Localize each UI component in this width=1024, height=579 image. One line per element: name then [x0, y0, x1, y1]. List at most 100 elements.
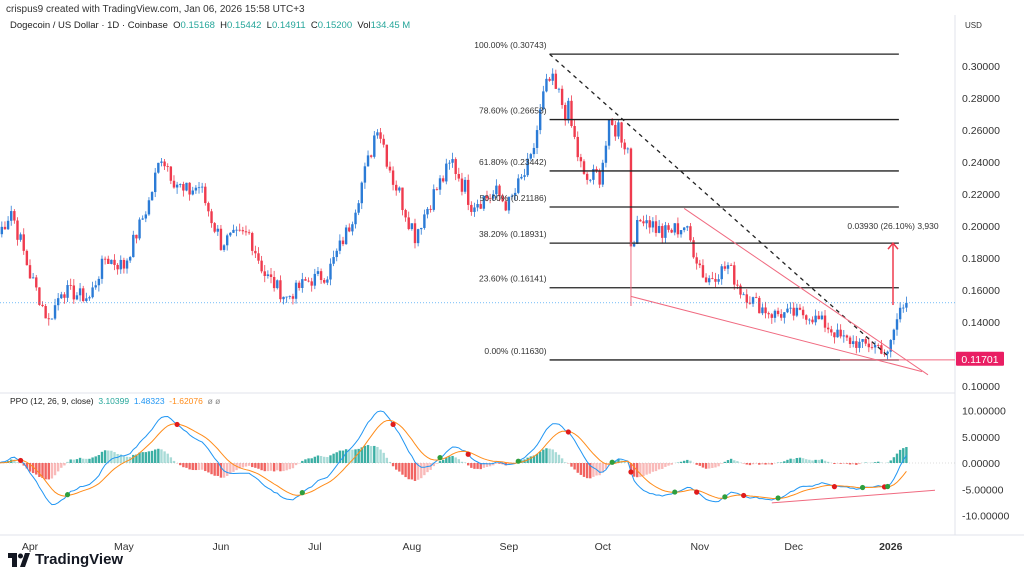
candle-body — [441, 178, 445, 182]
candle-body — [864, 339, 867, 344]
ppo-hist-bar — [154, 449, 157, 463]
candle-body — [60, 294, 63, 299]
ppo-hist-bar — [407, 463, 410, 480]
candle-body — [207, 203, 210, 212]
ppo-hist-bar — [385, 457, 389, 463]
candle-body — [313, 273, 317, 286]
candle-body — [363, 166, 367, 183]
arrow-head-icon — [887, 241, 899, 250]
ppo-hist-bar — [842, 463, 845, 464]
candle-body — [210, 211, 213, 224]
candle-body — [733, 265, 736, 285]
candle-body — [463, 179, 467, 192]
candle-body — [692, 240, 695, 258]
ppo-hist-bar — [507, 463, 511, 465]
candle-body — [175, 184, 179, 188]
ppo-hist-bar — [138, 452, 141, 463]
ppo-value: 1.48323 — [133, 396, 165, 406]
ppo-hist-bar — [651, 463, 655, 472]
candle-body — [416, 229, 420, 244]
ppo-hist-bar — [13, 459, 16, 463]
candle-body — [754, 297, 758, 298]
candle-body — [413, 223, 417, 244]
ppo-hist-bar — [410, 463, 414, 480]
ppo-hist-bar — [110, 450, 113, 463]
candle-body — [398, 187, 401, 191]
ppo-hist-bar — [210, 463, 213, 475]
ppo-hist-bar — [404, 463, 407, 478]
ppo-hist-bar — [116, 453, 119, 463]
low-label: L — [266, 20, 272, 31]
candle-body — [357, 203, 360, 213]
candle-body — [770, 314, 774, 318]
candle-body — [423, 214, 426, 228]
candle-body — [451, 159, 454, 163]
candle-body — [492, 194, 495, 199]
candle-body — [645, 220, 648, 224]
ppo-hist-bar — [376, 446, 379, 463]
candle-body — [851, 341, 855, 344]
time-tick: May — [114, 541, 135, 553]
candle-body — [360, 182, 363, 204]
candle-body — [445, 163, 448, 182]
ppo-hist-bar — [576, 463, 579, 473]
volume-value: 134.45 M — [370, 20, 411, 31]
candle-body — [877, 345, 880, 346]
ppo-hist-bar — [163, 451, 166, 463]
ppo-hist-bar — [654, 463, 658, 472]
ppo-hist-bar — [60, 463, 63, 468]
ppo-hist-bar — [357, 448, 360, 463]
ppo-hist-bar — [107, 450, 110, 463]
candle-body — [448, 162, 451, 164]
candle-body — [216, 228, 219, 232]
ppo-line — [0, 410, 907, 506]
candle-body — [103, 258, 107, 260]
candle-body — [507, 196, 511, 211]
ppo-hist-bar — [69, 459, 72, 463]
candle-body — [229, 232, 232, 236]
candle-body — [554, 73, 558, 89]
ppo-hist-bar — [476, 463, 479, 469]
ppo-hist-bar — [873, 462, 877, 463]
candle-body — [82, 288, 85, 301]
candle-body — [354, 212, 357, 225]
candle-body — [848, 337, 852, 344]
ppo-hist-bar — [783, 461, 786, 463]
ppo-hist-bar — [435, 463, 439, 464]
candle-body — [783, 312, 786, 318]
ppo-hist-bar — [845, 463, 849, 464]
candle-body — [407, 217, 410, 230]
ppo-hist-bar — [482, 463, 486, 468]
candle-body — [751, 297, 755, 304]
candle-body — [820, 315, 824, 320]
candle-body — [254, 250, 257, 254]
candle-body — [244, 231, 248, 233]
candle-body — [673, 223, 676, 233]
candle-body — [789, 307, 792, 309]
candle-body — [326, 279, 329, 283]
ppo-hist-bar — [200, 463, 204, 470]
candle-body — [316, 271, 320, 274]
candle-body — [898, 307, 902, 320]
candle-body — [385, 144, 389, 167]
ppo-hist-bar — [554, 452, 558, 463]
time-tick: 2026 — [879, 541, 903, 553]
ppo-hist-bar — [260, 463, 263, 471]
candle-body — [288, 296, 291, 298]
ppo-hist-bar — [204, 463, 207, 472]
crossover-dot — [859, 484, 866, 491]
ppo-hist-bar — [294, 463, 298, 466]
ppo-hist-bar — [395, 463, 398, 470]
ppo-hist-bar — [811, 460, 814, 463]
candle-body — [276, 280, 279, 289]
candle-body — [132, 234, 135, 258]
candle-body — [141, 218, 144, 220]
candle-body — [517, 178, 520, 193]
ppo-hist-bar — [614, 460, 617, 463]
candle-body — [761, 307, 764, 314]
ppo-hist-bar — [413, 463, 417, 481]
ppo-hist-bar — [244, 463, 248, 467]
ppo-hist-bar — [160, 449, 163, 463]
ppo-hist-bar — [698, 463, 702, 466]
